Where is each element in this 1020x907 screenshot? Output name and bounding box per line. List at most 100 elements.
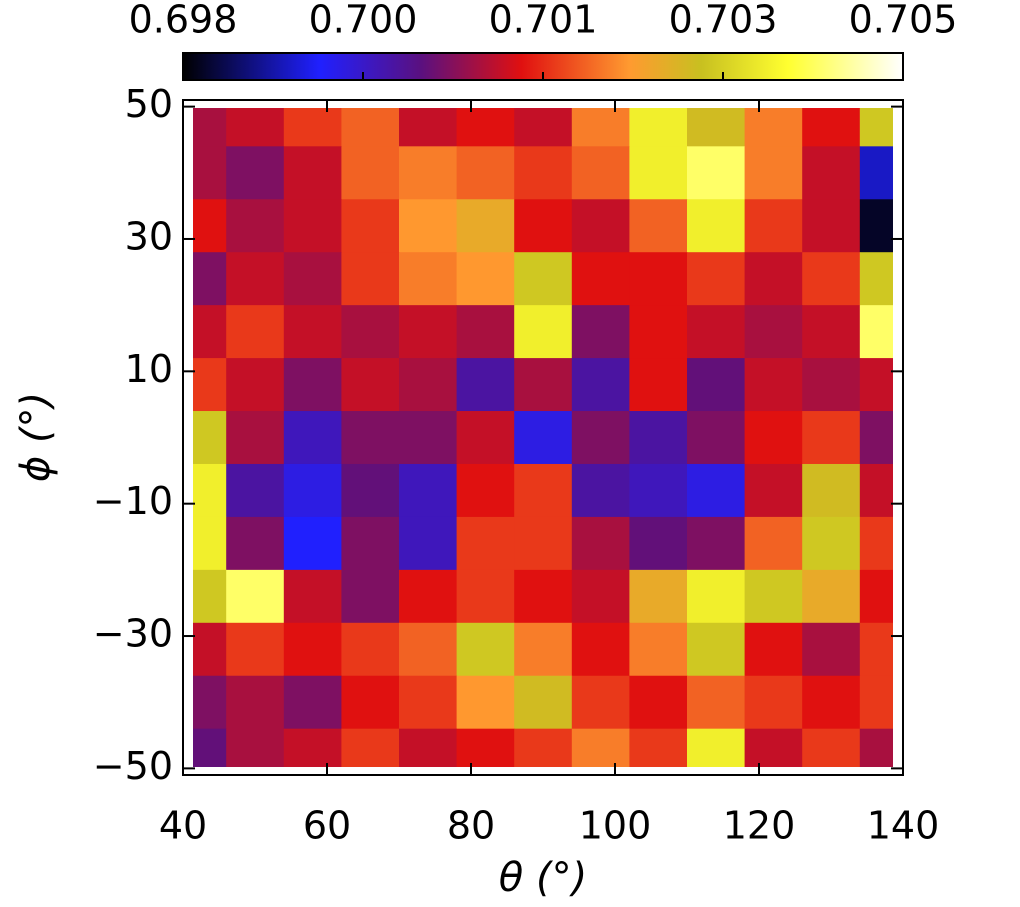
- heatmap-cell: [687, 675, 746, 730]
- heatmap-cell: [687, 305, 746, 359]
- heatmap-cell: [226, 463, 285, 518]
- heatmap-cell: [802, 146, 861, 200]
- heatmap-cell: [341, 622, 400, 677]
- heatmap-cell: [399, 675, 458, 730]
- heatmap-cell: [859, 622, 893, 677]
- heatmap-cell: [283, 728, 342, 767]
- heatmap-cell: [399, 358, 458, 412]
- x-tick-label: 60: [303, 804, 351, 848]
- heatmap-cell: [341, 358, 400, 412]
- heatmap-cell: [456, 252, 515, 306]
- heatmap-cell: [802, 569, 861, 624]
- heatmap: [193, 108, 893, 767]
- heatmap-cell: [687, 463, 746, 518]
- heatmap-cell: [802, 463, 861, 518]
- heatmap-cell: [226, 411, 285, 465]
- heatmap-cell: [456, 675, 515, 730]
- y-tick-label: −10: [93, 479, 173, 523]
- heatmap-cell: [456, 728, 515, 767]
- heatmap-cell: [859, 516, 893, 571]
- heatmap-cell: [629, 252, 688, 306]
- heatmap-cell: [859, 108, 893, 147]
- heatmap-cell: [571, 569, 630, 624]
- heatmap-cell: [341, 146, 400, 200]
- heatmap-cell: [283, 146, 342, 200]
- heatmap-cell: [629, 675, 688, 730]
- heatmap-cell: [514, 569, 573, 624]
- heatmap-cell: [571, 252, 630, 306]
- heatmap-cell: [193, 622, 227, 677]
- heatmap-cell: [744, 463, 803, 518]
- y-tick-label: −30: [93, 612, 173, 656]
- heatmap-cell: [193, 252, 227, 306]
- heatmap-cell: [193, 516, 227, 571]
- heatmap-cell: [629, 569, 688, 624]
- heatmap-cell: [859, 146, 893, 200]
- heatmap-cell: [399, 252, 458, 306]
- heatmap-cell: [456, 199, 515, 253]
- y-tick-label: 50: [125, 82, 173, 126]
- heatmap-cell: [629, 516, 688, 571]
- heatmap-cell: [687, 728, 746, 767]
- heatmap-cell: [629, 411, 688, 465]
- heatmap-cell: [399, 569, 458, 624]
- heatmap-cell: [859, 199, 893, 253]
- heatmap-cell: [514, 728, 573, 767]
- heatmap-cell: [744, 411, 803, 465]
- heatmap-cell: [802, 516, 861, 571]
- x-tick-label: 100: [579, 804, 652, 848]
- heatmap-cell: [283, 358, 342, 412]
- heatmap-cell: [456, 108, 515, 147]
- heatmap-cell: [283, 252, 342, 306]
- heatmap-cell: [193, 728, 227, 767]
- heatmap-cell: [859, 463, 893, 518]
- heatmap-cell: [341, 569, 400, 624]
- colorbar-tick-label: 0.703: [669, 0, 778, 42]
- heatmap-cell: [283, 622, 342, 677]
- heatmap-cell: [687, 516, 746, 571]
- heatmap-cell: [193, 108, 227, 147]
- heatmap-cell: [687, 622, 746, 677]
- heatmap-cell: [399, 108, 458, 147]
- heatmap-cell: [283, 199, 342, 253]
- heatmap-cell: [744, 108, 803, 147]
- heatmap-cell: [399, 146, 458, 200]
- heatmap-cell: [802, 728, 861, 767]
- heatmap-cell: [226, 569, 285, 624]
- heatmap-cell: [193, 146, 227, 200]
- x-tick-label: 40: [159, 804, 207, 848]
- heatmap-cell: [456, 305, 515, 359]
- heatmap-cell: [744, 358, 803, 412]
- heatmap-cell: [687, 358, 746, 412]
- heatmap-cell: [193, 463, 227, 518]
- heatmap-cell: [571, 728, 630, 767]
- heatmap-cell: [456, 358, 515, 412]
- heatmap-cell: [226, 146, 285, 200]
- heatmap-cell: [744, 569, 803, 624]
- heatmap-cell: [193, 358, 227, 412]
- heatmap-cell: [283, 108, 342, 147]
- heatmap-cell: [859, 305, 893, 359]
- heatmap-cell: [456, 411, 515, 465]
- heatmap-cell: [456, 146, 515, 200]
- heatmap-cell: [571, 108, 630, 147]
- heatmap-cell: [399, 463, 458, 518]
- heatmap-cell: [399, 199, 458, 253]
- heatmap-cell: [193, 675, 227, 730]
- heatmap-cell: [629, 146, 688, 200]
- x-axis-label: θ (°): [499, 855, 587, 901]
- heatmap-cell: [859, 675, 893, 730]
- colorbar-tick-label: 0.698: [129, 0, 238, 42]
- heatmap-cell: [341, 728, 400, 767]
- heatmap-cell: [226, 622, 285, 677]
- heatmap-cell: [859, 411, 893, 465]
- plot-frame: [182, 99, 904, 776]
- heatmap-cell: [283, 675, 342, 730]
- heatmap-cell: [283, 411, 342, 465]
- heatmap-cell: [514, 252, 573, 306]
- heatmap-cell: [399, 622, 458, 677]
- heatmap-cell: [571, 199, 630, 253]
- heatmap-cell: [283, 305, 342, 359]
- heatmap-cell: [744, 728, 803, 767]
- heatmap-cell: [859, 569, 893, 624]
